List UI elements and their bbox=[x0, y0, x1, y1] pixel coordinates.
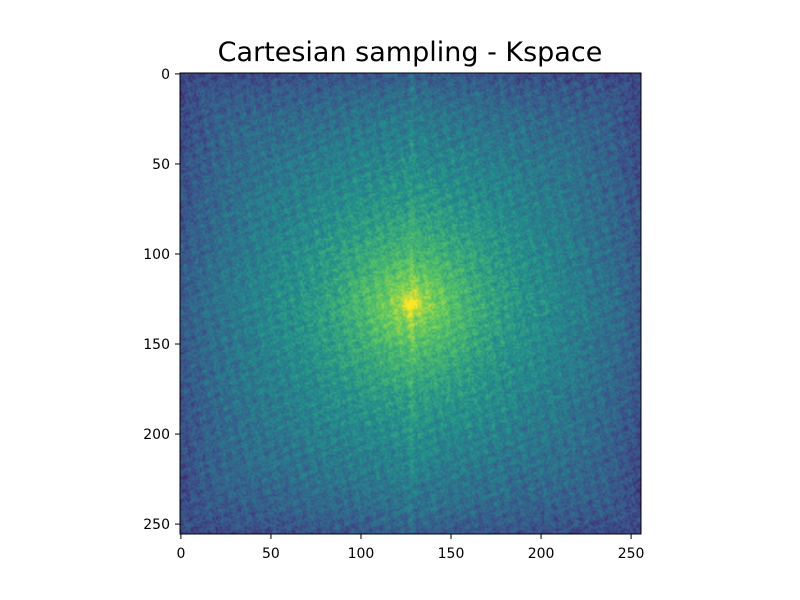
x-axis: 0 50 100 150 200 250 bbox=[176, 534, 644, 562]
y-tick-label: 250 bbox=[143, 517, 170, 533]
plot-frame bbox=[179, 72, 642, 535]
y-tick-label: 0 bbox=[161, 67, 170, 83]
chart-title: Cartesian sampling - Kspace bbox=[218, 37, 603, 68]
x-tick-label: 250 bbox=[618, 546, 645, 562]
plot-area bbox=[179, 72, 642, 535]
y-tick-label: 50 bbox=[152, 157, 170, 173]
y-tick-label: 200 bbox=[143, 427, 170, 443]
y-axis: 0 50 100 150 200 250 bbox=[143, 67, 180, 533]
y-tick-label: 150 bbox=[143, 337, 170, 353]
kspace-heatmap-image bbox=[180, 73, 641, 534]
x-tick-label: 200 bbox=[528, 546, 555, 562]
y-tick-label: 100 bbox=[143, 247, 170, 263]
x-tick-label: 150 bbox=[438, 546, 465, 562]
x-tick-label: 0 bbox=[176, 546, 185, 562]
x-tick-label: 50 bbox=[262, 546, 280, 562]
x-tick-label: 100 bbox=[348, 546, 375, 562]
